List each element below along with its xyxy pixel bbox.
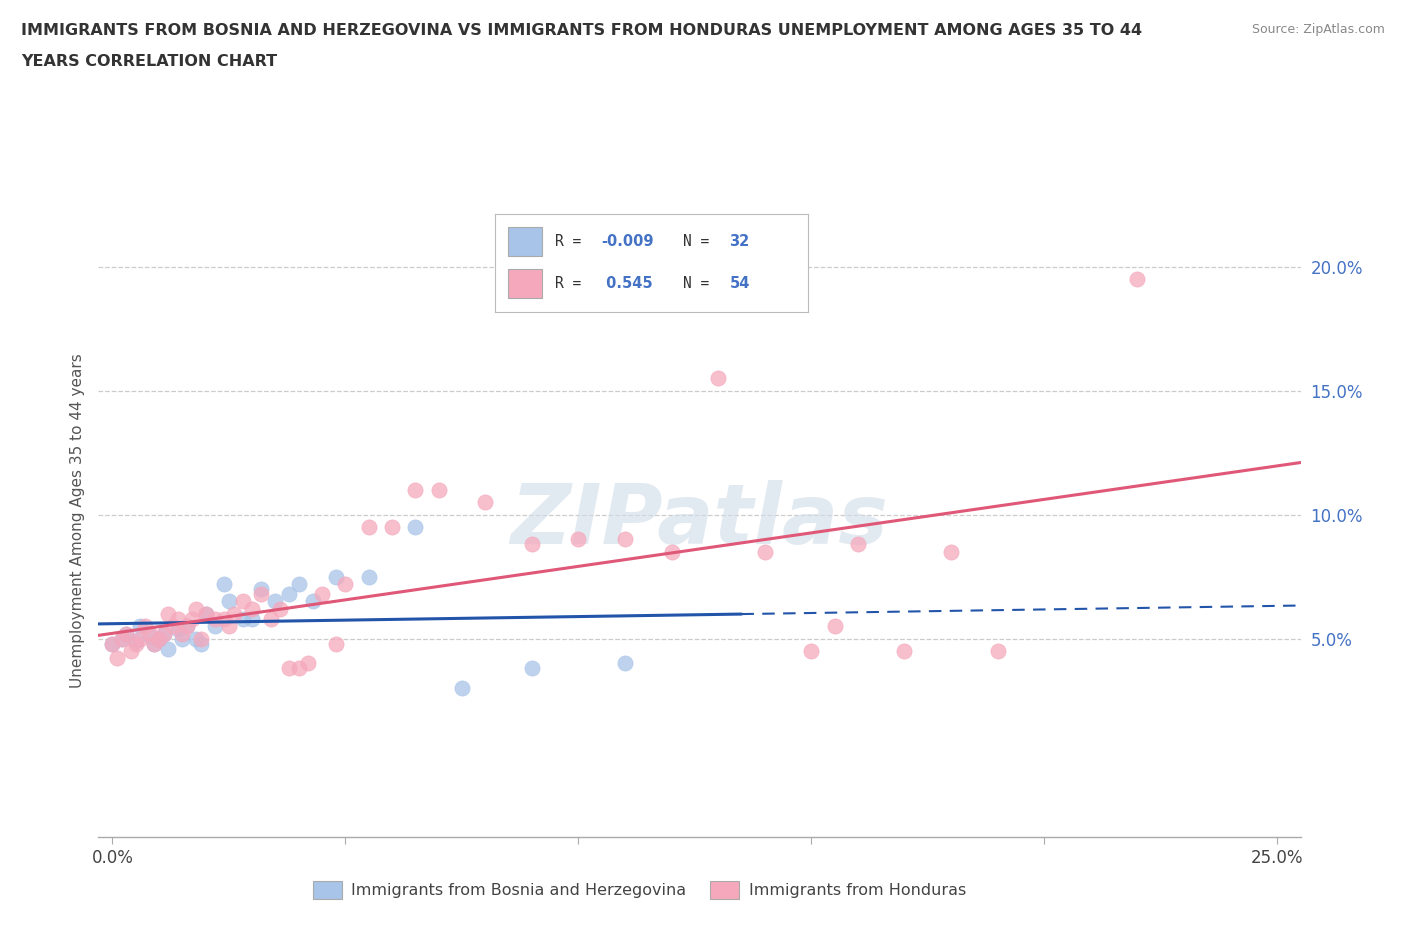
Point (381, 520, 404, 535)
Point (754, 544, 776, 559)
Point (101, 636, 124, 651)
Point (222, 606, 245, 621)
Point (240, 611, 263, 626)
Point (162, 618, 184, 633)
Point (269, 602, 291, 617)
Point (157, 606, 180, 621)
Point (613, 532, 636, 547)
Point (115, 626, 138, 641)
Point (301, 594, 323, 609)
Point (1126, 272, 1149, 286)
Point (520, 537, 543, 551)
Point (101, 636, 124, 651)
Point (450, 681, 472, 696)
Point (800, 644, 823, 658)
Point (176, 618, 198, 633)
Point (707, 371, 730, 386)
Point (190, 636, 212, 651)
Point (212, 577, 235, 591)
Point (138, 626, 160, 641)
Point (134, 618, 156, 633)
Point (427, 483, 450, 498)
Point (824, 618, 846, 633)
Point (111, 631, 134, 646)
Point (204, 618, 226, 633)
Point (115, 626, 138, 641)
Y-axis label: Unemployment Among Ages 35 to 44 years: Unemployment Among Ages 35 to 44 years (69, 353, 84, 688)
Point (474, 495, 496, 510)
Text: Source: ZipAtlas.com: Source: ZipAtlas.com (1251, 23, 1385, 36)
Point (846, 537, 869, 551)
Point (987, 644, 1010, 658)
Point (129, 631, 152, 646)
Point (264, 594, 287, 609)
Point (186, 631, 208, 646)
Point (129, 618, 152, 633)
Point (212, 611, 235, 626)
Point (148, 631, 170, 646)
Text: YEARS CORRELATION CHART: YEARS CORRELATION CHART (21, 54, 277, 69)
Point (357, 520, 380, 535)
Point (218, 618, 240, 633)
Point (194, 606, 217, 621)
Point (404, 520, 426, 535)
Point (138, 629, 160, 644)
Point (250, 587, 273, 602)
Point (357, 569, 380, 584)
Point (186, 602, 208, 617)
Point (311, 587, 333, 602)
Point (157, 641, 180, 656)
Point (125, 636, 148, 651)
Point (143, 636, 166, 651)
Point (260, 611, 283, 626)
Point (661, 544, 683, 559)
Point (232, 611, 254, 626)
Point (152, 626, 174, 641)
Legend: Immigrants from Bosnia and Herzegovina, Immigrants from Honduras: Immigrants from Bosnia and Herzegovina, … (307, 875, 973, 905)
Point (148, 631, 170, 646)
Point (111, 631, 134, 646)
Point (278, 587, 301, 602)
Point (143, 636, 166, 651)
Point (176, 618, 198, 633)
Text: IMMIGRANTS FROM BOSNIA AND HERZEGOVINA VS IMMIGRANTS FROM HONDURAS UNEMPLOYMENT : IMMIGRANTS FROM BOSNIA AND HERZEGOVINA V… (21, 23, 1142, 38)
Point (125, 633, 148, 648)
Point (204, 611, 226, 626)
Point (190, 631, 212, 646)
Point (939, 544, 962, 559)
Point (613, 656, 636, 671)
Point (120, 644, 142, 658)
Point (194, 606, 217, 621)
Point (287, 577, 309, 591)
Point (166, 621, 188, 636)
Point (240, 602, 263, 617)
Point (166, 611, 188, 626)
Point (404, 483, 426, 498)
Point (520, 661, 543, 676)
Point (172, 631, 194, 646)
Point (250, 581, 273, 596)
Point (567, 532, 589, 547)
Point (172, 626, 194, 641)
Point (218, 594, 240, 609)
Point (325, 636, 347, 651)
Point (893, 644, 915, 658)
Point (325, 569, 347, 584)
Point (232, 594, 254, 609)
Point (287, 661, 309, 676)
Point (278, 661, 301, 676)
Point (105, 651, 128, 666)
Point (180, 611, 202, 626)
Point (335, 577, 357, 591)
Text: ZIPatlas: ZIPatlas (510, 480, 889, 562)
Point (297, 656, 319, 671)
Point (152, 626, 174, 641)
